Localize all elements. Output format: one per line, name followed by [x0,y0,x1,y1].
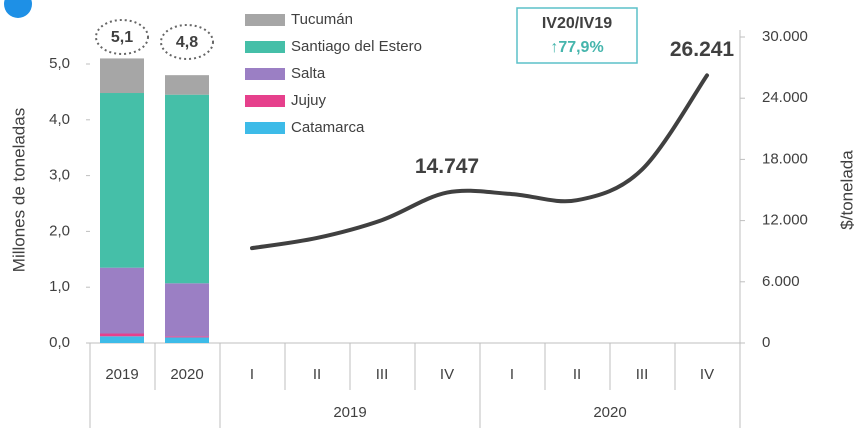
y-tick-label: 5,0 [49,55,70,72]
legend-label: Santiago del Estero [291,38,422,55]
annotation-text: ↑77,9% [550,39,603,56]
legend-label: Catamarca [291,119,365,136]
y2-tick-label: 12.000 [762,212,808,229]
bar-segment [165,337,209,343]
annotation-box [516,7,638,64]
legend-label: Salta [291,65,326,82]
legend-swatch [245,95,285,107]
total-label: 5,1 [111,29,133,46]
bar-segment [100,93,144,268]
total-ring [95,19,149,55]
group-label: 2019 [333,404,366,421]
bar-segment [100,267,144,334]
y-tick-label: 4,0 [49,111,70,128]
bar-segment [165,283,209,337]
legend-swatch [245,122,285,134]
legend-swatch [245,41,285,53]
y-tick-label: 0,0 [49,334,70,351]
bar-segment [165,94,209,284]
x-tick-label: III [376,366,389,383]
y2-axis-title: $/tonelada [837,150,856,230]
group-label: 2020 [593,404,626,421]
bar-segment [100,336,144,343]
line [250,73,709,251]
total-ring [160,24,214,60]
x-tick-label: II [573,366,581,383]
legend-label: Jujuy [291,92,327,109]
x-tick-label: I [250,366,254,383]
total-label: 4,8 [176,34,198,51]
y2-tick-label: 30.000 [762,28,808,45]
bar-segment [165,336,209,338]
y2-tick-label: 24.000 [762,89,808,106]
x-tick-label: IV [440,366,454,383]
data-label: 14.747 [415,155,479,178]
x-tick-label: IV [700,366,714,383]
bar-segment [100,333,144,337]
annotation-title: IV20/IV19 [542,15,612,32]
legend-swatch [245,14,285,26]
x-tick-label: 2019 [105,366,138,383]
y2-tick-label: 0 [762,334,770,351]
x-tick-label: I [510,366,514,383]
bar-segment [165,75,209,95]
legend-label: Tucumán [291,11,353,28]
x-tick-label: II [313,366,321,383]
y-axis-title: Millones de toneladas [9,108,28,272]
x-tick-label: III [636,366,649,383]
y2-tick-label: 6.000 [762,273,800,290]
y-tick-label: 2,0 [49,222,70,239]
y2-tick-label: 18.000 [762,150,808,167]
x-tick-label: 2020 [170,366,203,383]
y-tick-label: 3,0 [49,167,70,184]
y-tick-label: 1,0 [49,278,70,295]
data-label: 26.241 [670,38,735,61]
bar-segment [100,58,144,94]
legend-swatch [245,68,285,80]
badge-icon [4,0,32,18]
